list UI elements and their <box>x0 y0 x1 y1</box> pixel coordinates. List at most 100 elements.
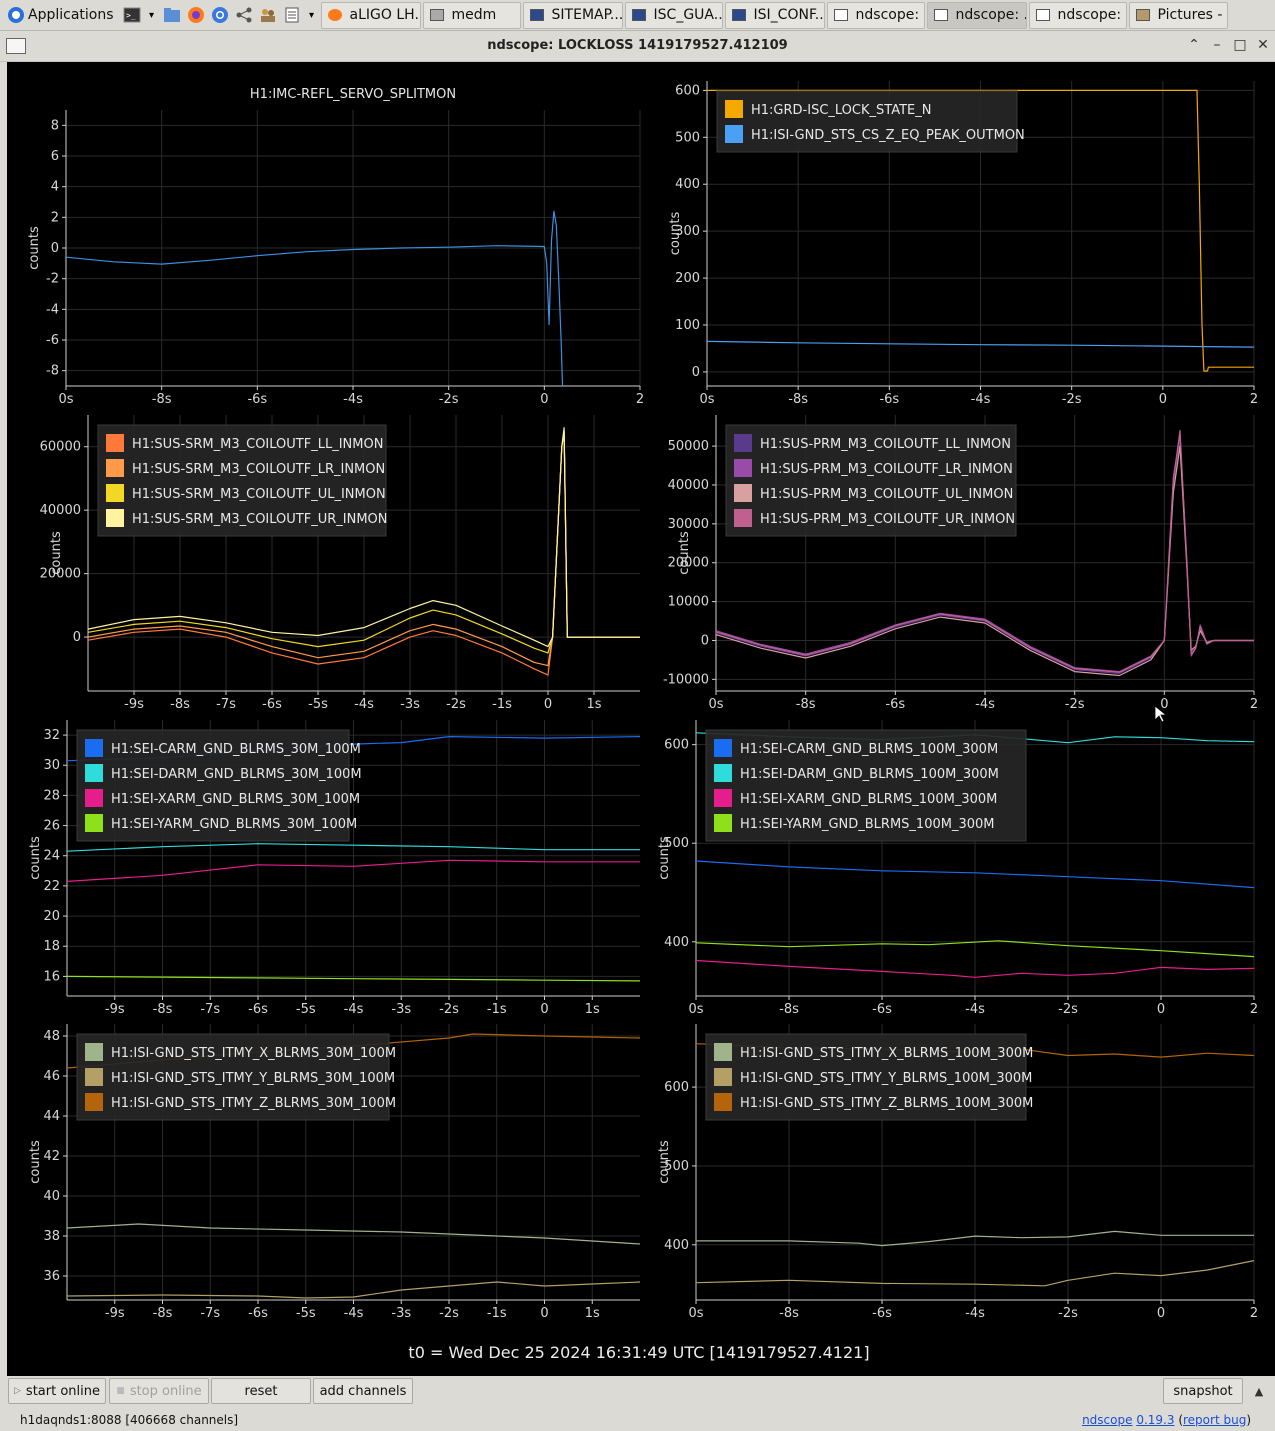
legend-swatch <box>85 789 103 807</box>
applications-menu[interactable]: Applications <box>0 0 120 31</box>
y-axis-label: counts <box>49 531 64 575</box>
y-axis-label: counts <box>28 1140 43 1184</box>
x-tick-label: -5s <box>296 1002 316 1017</box>
legend-entry: H1:SEI-DARM_GND_BLRMS_30M_100M <box>111 767 362 782</box>
notepad-icon[interactable] <box>282 5 302 25</box>
plot-legend[interactable]: H1:ISI-GND_STS_ITMY_X_BLRMS_100M_300M H1:… <box>705 1033 1033 1121</box>
y-tick-label: 16 <box>43 969 60 984</box>
task-pictures[interactable]: Pictures - ... <box>1128 1 1228 29</box>
reset-button[interactable]: reset <box>211 1378 311 1404</box>
x-tick-label: -2s <box>1062 392 1082 407</box>
plot-legend[interactable]: H1:SEI-CARM_GND_BLRMS_100M_300M H1:SEI-DA… <box>705 729 1027 842</box>
y-tick-label: 46 <box>43 1069 60 1084</box>
legend-swatch <box>734 484 752 502</box>
x-tick-label: -2s <box>439 1002 459 1017</box>
plot-3[interactable]: 0 20000 40000 60000 -9s -8s -7s -6s -5s -4s -3s -2s… <box>40 415 640 712</box>
share-icon[interactable] <box>234 5 254 25</box>
legend-swatch <box>106 434 124 452</box>
x-tick-label: -8s <box>153 1306 173 1321</box>
y-tick-label: -10000 <box>663 672 709 687</box>
x-tick-label: -6s <box>872 1002 892 1017</box>
x-tick-label: 0s <box>708 697 723 712</box>
task-ndscope-3[interactable]: ndscope: ... <box>1028 1 1127 29</box>
plot-5[interactable]: 16 18 20 22 24 26 28 30 32 -9s -8s -7s -6s -5s -4s -3s -… <box>28 720 640 1017</box>
x-tick-label: 0 <box>1157 1002 1165 1017</box>
legend-entry: H1:SEI-CARM_GND_BLRMS_100M_300M <box>740 742 998 757</box>
plot-legend[interactable]: H1:SUS-SRM_M3_COILOUTF_LL_INMON H1:SUS-SR… <box>97 424 388 537</box>
x-tick-label: -3s <box>391 1002 411 1017</box>
legend-entry: H1:SUS-SRM_M3_COILOUTF_LL_INMON <box>132 437 383 452</box>
series-line <box>66 210 564 386</box>
window-icon <box>1035 9 1050 21</box>
version-link[interactable]: 0.19.3 <box>1136 1413 1175 1427</box>
y-tick-label: 26 <box>43 819 60 834</box>
plot-legend[interactable]: H1:ISI-GND_STS_ITMY_X_BLRMS_30M_100M H1:I… <box>76 1033 396 1121</box>
add-channels-button[interactable]: add channels <box>313 1378 413 1404</box>
legend-entry: H1:SEI-XARM_GND_BLRMS_100M_300M <box>740 792 997 807</box>
legend-swatch <box>714 764 732 782</box>
task-label: ISC_GUA... <box>653 7 723 23</box>
plot-6[interactable]: 400 500 600 0s -8s -6s -4s -2s 0 2 counts H1:SEI-CA… <box>657 720 1258 1017</box>
y-tick-label: 20000 <box>668 556 709 571</box>
add-channels-label: add channels <box>319 1383 407 1399</box>
snapshot-button[interactable]: snapshot <box>1163 1378 1243 1404</box>
series-line <box>696 959 1254 978</box>
ndscope-link[interactable]: ndscope <box>1082 1413 1133 1427</box>
plot-2[interactable]: 0 100 200 300 400 500 600 0s -8s -6s -4s -2s 0 2 count… <box>668 81 1258 407</box>
legend-entry: H1:SUS-PRM_M3_COILOUTF_LR_INMON <box>760 462 1013 477</box>
close-icon[interactable]: ✕ <box>1257 37 1269 53</box>
firefox-icon[interactable] <box>186 5 206 25</box>
x-tick-label: -6s <box>885 697 905 712</box>
plot-1[interactable]: -8 -6 -4 -2 0 2 4 6 8 0s -8s -6s -4s -2s 0 2 counts H1:IM… <box>27 87 644 407</box>
x-tick-label: -8s <box>779 1306 799 1321</box>
legend-entry: H1:SUS-SRM_M3_COILOUTF_UL_INMON <box>132 487 386 502</box>
terminal-icon[interactable]: >_ <box>122 5 142 25</box>
x-tick-label: 0 <box>1159 392 1167 407</box>
plot-legend[interactable]: H1:SEI-CARM_GND_BLRMS_30M_100M H1:SEI-DAR… <box>76 729 362 842</box>
legend-entry: H1:SEI-DARM_GND_BLRMS_100M_300M <box>740 767 999 782</box>
window-icon <box>429 9 444 21</box>
task-ndscope-1[interactable]: ndscope: ... <box>826 1 925 29</box>
chevron-down-icon[interactable]: ▾ <box>309 9 315 21</box>
maximize-icon[interactable]: □ <box>1233 37 1247 53</box>
x-tick-label: -4s <box>975 697 995 712</box>
task-medm[interactable]: medm <box>422 1 521 29</box>
x-tick-label: -1s <box>492 697 512 712</box>
plot-legend[interactable]: H1:SUS-PRM_M3_COILOUTF_LL_INMON H1:SUS-PR… <box>725 424 1017 537</box>
report-bug-link[interactable]: report bug <box>1183 1413 1247 1427</box>
y-tick-label: 40000 <box>40 503 81 518</box>
users-icon[interactable] <box>258 5 278 25</box>
x-tick-label: 2 <box>636 392 644 407</box>
chevron-down-icon[interactable]: ▾ <box>149 9 155 21</box>
stop-online-button[interactable]: ■ stop online <box>109 1378 209 1404</box>
task-sitemap[interactable]: SITEMAP.... <box>522 1 623 29</box>
task-isc-gua[interactable]: ISC_GUA... <box>624 1 723 29</box>
plot-4[interactable]: -10000 0 10000 20000 30000 40000 50000 0s -8s -6s… <box>663 415 1258 712</box>
x-tick-label: -1s <box>487 1306 507 1321</box>
plot-legend[interactable]: H1:GRD-ISC_LOCK_STATE_N H1:ISI-GND_STS_CS… <box>716 90 1025 153</box>
plot-8[interactable]: 400 500 600 0s -8s -6s -4s -2s 0 2 counts H1:ISI-GN… <box>657 1024 1258 1321</box>
task-aligo[interactable]: aLIGO LH... <box>320 1 421 29</box>
x-tick-label: -8s <box>170 697 190 712</box>
legend-entry: H1:SUS-SRM_M3_COILOUTF_LR_INMON <box>132 462 385 477</box>
x-tick-label: 0 <box>1157 1306 1165 1321</box>
folder-icon[interactable] <box>162 5 182 25</box>
y-tick-label: 38 <box>43 1229 60 1244</box>
legend-entry: H1:SEI-CARM_GND_BLRMS_30M_100M <box>111 742 361 757</box>
xfce-logo-icon <box>6 5 26 25</box>
x-tick-label: 2 <box>1250 697 1258 712</box>
task-ndscope-2[interactable]: ndscope: ... <box>926 1 1027 29</box>
task-isi-conf[interactable]: ISI_CONF... <box>724 1 825 29</box>
y-tick-label: 600 <box>675 83 700 98</box>
folder-icon <box>1135 9 1150 21</box>
start-online-button[interactable]: ▷ start online <box>8 1378 106 1404</box>
collapse-toolbar-button[interactable]: ▲ <box>1247 1378 1271 1404</box>
x-tick-label: -4s <box>343 392 363 407</box>
plot-7[interactable]: 36 38 40 42 44 46 48 -9s -8s -7s -6s -5s -4s -3s -2s -1… <box>28 1024 640 1321</box>
chromium-icon[interactable] <box>210 5 230 25</box>
shade-icon[interactable]: ⌃ <box>1188 37 1200 53</box>
minimize-icon[interactable]: – <box>1213 37 1221 53</box>
window-menu-icon[interactable] <box>6 38 26 54</box>
series-line <box>707 340 1254 348</box>
